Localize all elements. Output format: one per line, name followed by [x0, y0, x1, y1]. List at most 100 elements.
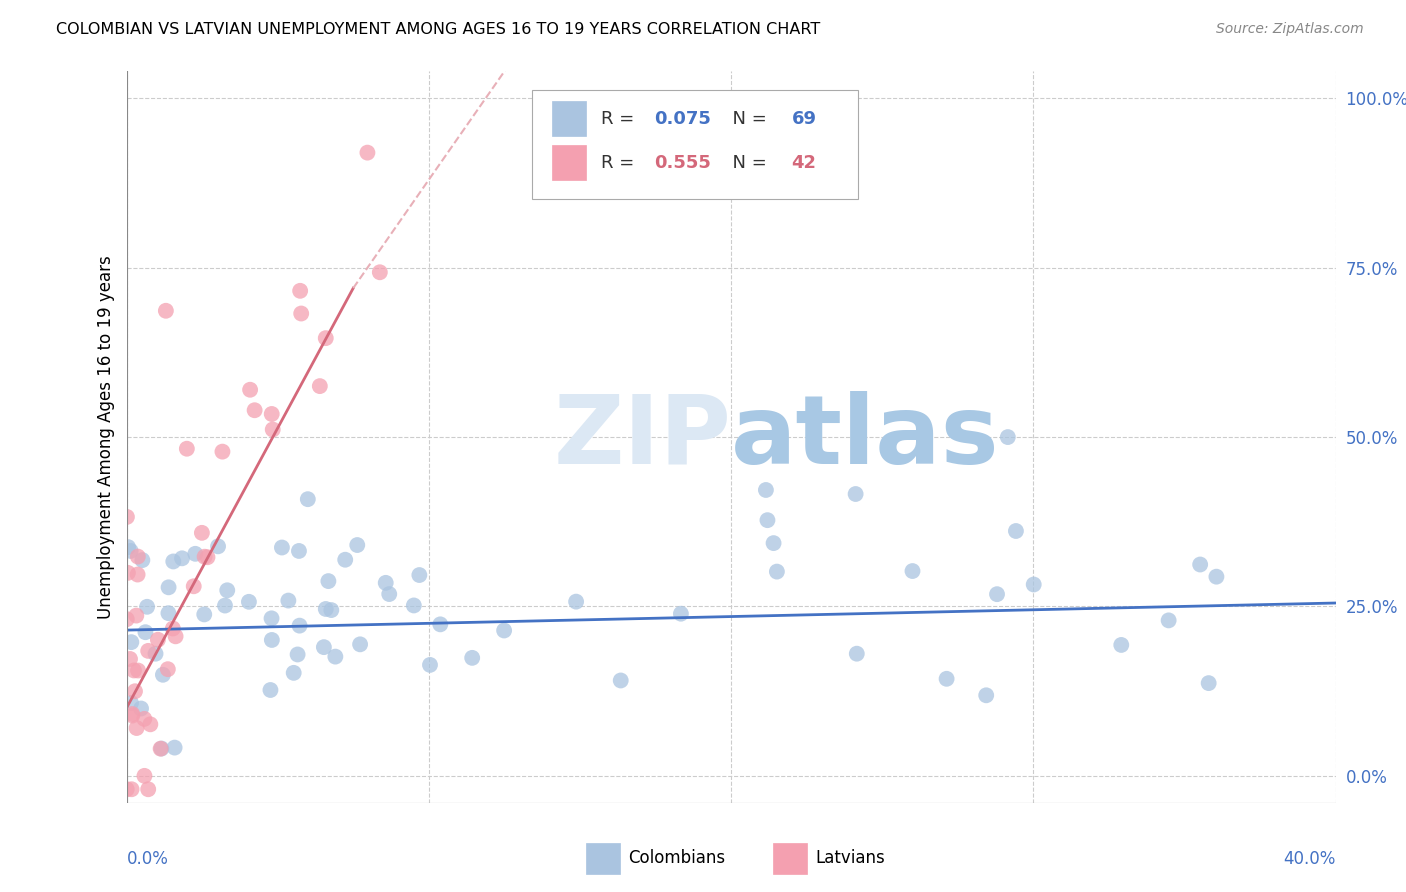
Point [419, 657, 441, 672]
Point [321, 603, 343, 617]
Point [115, 612, 138, 626]
Point [157, 580, 180, 594]
Point [120, 544, 142, 558]
Point [378, 587, 401, 601]
Point [118, 652, 141, 666]
Point [194, 549, 217, 564]
Point [669, 607, 692, 621]
Point [115, 509, 138, 524]
Point [117, 540, 139, 554]
Text: 0.555: 0.555 [654, 153, 710, 172]
Point [335, 552, 357, 566]
Point [191, 525, 214, 540]
Point [145, 647, 167, 661]
Point [288, 284, 311, 298]
Point [1022, 577, 1045, 591]
Point [129, 701, 152, 715]
Point [176, 442, 198, 456]
Text: 69: 69 [792, 110, 817, 128]
Point [762, 536, 785, 550]
Point [408, 568, 430, 582]
Point [997, 430, 1019, 444]
Point [243, 403, 266, 417]
FancyBboxPatch shape [531, 90, 858, 200]
Point [125, 721, 148, 735]
Point [127, 549, 149, 564]
Text: ZIP: ZIP [553, 391, 731, 483]
Text: Latvians: Latvians [815, 848, 886, 867]
Point [290, 306, 312, 320]
Point [315, 331, 337, 345]
Point [149, 741, 172, 756]
Point [238, 595, 260, 609]
Text: R =: R = [600, 153, 640, 172]
Bar [773, 843, 807, 874]
Point [308, 379, 330, 393]
Point [155, 303, 177, 318]
Point [402, 599, 425, 613]
Text: COLOMBIAN VS LATVIAN UNEMPLOYMENT AMONG AGES 16 TO 19 YEARS CORRELATION CHART: COLOMBIAN VS LATVIAN UNEMPLOYMENT AMONG … [56, 22, 821, 37]
Point [283, 665, 305, 680]
Point [120, 696, 142, 710]
Point [325, 649, 347, 664]
Point [974, 688, 997, 702]
Point [260, 632, 283, 647]
Text: 40.0%: 40.0% [1284, 850, 1336, 868]
Point [845, 647, 868, 661]
Point [131, 553, 153, 567]
Point [494, 624, 516, 638]
Point [288, 618, 311, 632]
Point [374, 575, 396, 590]
Point [239, 383, 262, 397]
Point [756, 513, 779, 527]
Point [609, 673, 631, 688]
Text: N =: N = [721, 110, 773, 128]
Point [755, 483, 778, 497]
Point [127, 567, 149, 582]
Point [122, 664, 145, 678]
Text: R =: R = [600, 110, 640, 128]
Point [211, 444, 233, 458]
Point [163, 740, 186, 755]
Point [150, 741, 173, 756]
Point [197, 550, 219, 565]
Point [183, 579, 205, 593]
Point [184, 547, 207, 561]
Text: N =: N = [721, 153, 773, 172]
Point [260, 611, 283, 625]
Point [162, 554, 184, 568]
Text: 42: 42 [792, 153, 817, 172]
Text: Colombians: Colombians [628, 848, 725, 867]
Point [312, 640, 335, 654]
Point [1205, 570, 1227, 584]
Point [349, 637, 371, 651]
Point [288, 544, 311, 558]
Point [260, 407, 283, 421]
Point [1157, 613, 1180, 627]
Point [297, 492, 319, 507]
Point [120, 635, 142, 649]
Text: 0.075: 0.075 [654, 110, 710, 128]
Point [315, 602, 337, 616]
Text: 0.0%: 0.0% [127, 850, 169, 868]
Point [125, 608, 148, 623]
Point [134, 625, 156, 640]
Point [127, 664, 149, 678]
Point [121, 782, 143, 797]
Point [287, 648, 309, 662]
Text: atlas: atlas [731, 391, 1000, 483]
Point [1005, 524, 1028, 538]
Point [124, 684, 146, 698]
Point [368, 265, 391, 279]
Point [170, 551, 193, 566]
Point [121, 706, 143, 721]
Bar [553, 145, 586, 180]
Point [152, 667, 174, 681]
Point [901, 564, 924, 578]
Point [136, 644, 159, 658]
Point [157, 606, 180, 620]
Point [217, 583, 239, 598]
Point [429, 617, 451, 632]
Point [845, 487, 868, 501]
Point [162, 622, 184, 636]
